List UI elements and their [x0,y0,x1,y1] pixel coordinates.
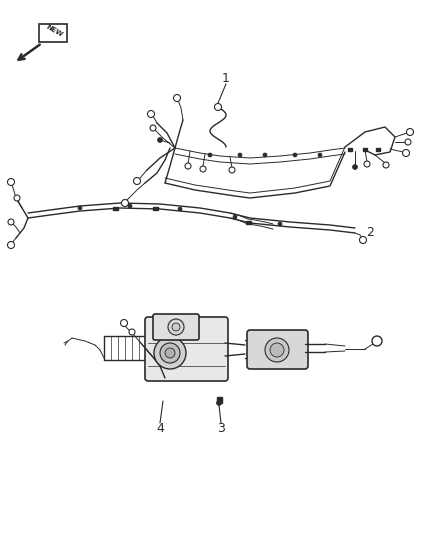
Bar [348,148,352,150]
Circle shape [129,329,135,335]
Text: 2: 2 [366,227,374,239]
Circle shape [158,138,162,142]
Circle shape [185,163,191,169]
Circle shape [168,319,184,335]
Circle shape [120,319,127,327]
Circle shape [293,153,297,157]
Circle shape [405,139,411,145]
Circle shape [7,179,14,185]
Circle shape [178,207,182,211]
FancyBboxPatch shape [145,317,228,381]
Circle shape [238,153,242,157]
Circle shape [208,153,212,157]
Circle shape [78,206,82,210]
Circle shape [353,165,357,169]
Circle shape [270,343,284,357]
Circle shape [263,153,267,157]
Circle shape [148,110,155,117]
FancyBboxPatch shape [153,314,199,340]
Circle shape [160,343,180,363]
Circle shape [7,241,14,248]
Circle shape [216,400,222,406]
Circle shape [265,338,289,362]
Circle shape [134,177,141,184]
Circle shape [172,323,180,331]
Circle shape [173,94,180,101]
Circle shape [318,153,322,157]
Circle shape [150,125,156,131]
Text: 3: 3 [217,423,225,435]
Bar [246,221,251,223]
Circle shape [8,219,14,225]
Circle shape [121,199,128,206]
Circle shape [403,149,410,157]
Circle shape [233,215,237,219]
Text: NEW: NEW [45,24,64,38]
Circle shape [200,166,206,172]
Text: 1: 1 [222,71,230,85]
Bar [216,397,222,403]
Bar [376,148,380,150]
Circle shape [215,103,222,110]
FancyBboxPatch shape [39,24,67,42]
Circle shape [278,222,282,226]
Circle shape [165,348,175,358]
Bar [363,148,367,150]
Circle shape [364,161,370,167]
Bar [113,206,117,209]
Circle shape [128,204,132,208]
FancyBboxPatch shape [247,330,308,369]
Circle shape [372,336,382,346]
Circle shape [229,167,235,173]
Bar [152,206,158,209]
Circle shape [14,195,20,201]
Circle shape [383,162,389,168]
Circle shape [360,237,367,244]
Circle shape [154,337,186,369]
Text: 4: 4 [156,423,164,435]
Circle shape [406,128,413,135]
